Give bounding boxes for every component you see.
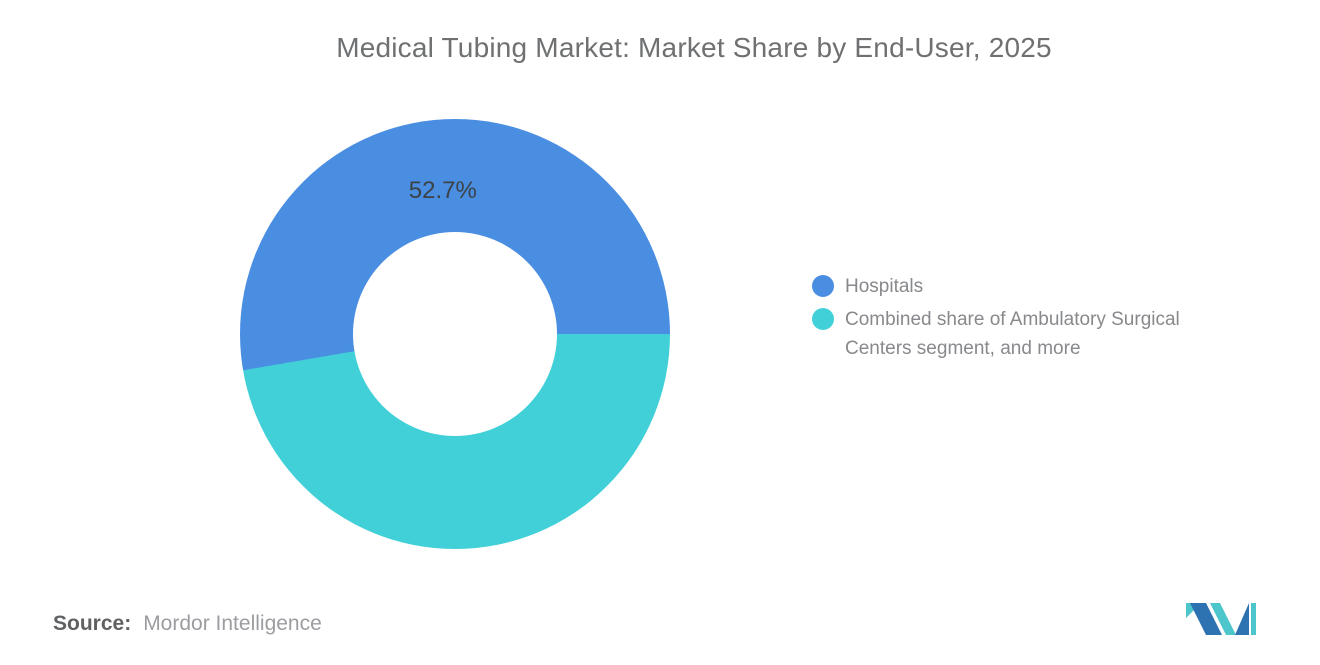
source-line: Source: Mordor Intelligence — [53, 612, 322, 636]
logo-blue-triangle — [1235, 603, 1249, 635]
donut-hole — [353, 232, 557, 436]
legend-item-hospitals[interactable]: Hospitals — [812, 272, 1180, 301]
legend: Hospitals Combined share of Ambulatory S… — [812, 272, 1180, 363]
mordor-intelligence-logo — [1186, 603, 1256, 635]
source-label: Source: — [53, 612, 132, 635]
logo-teal-diagonal-band — [1210, 603, 1236, 635]
legend-item-combined-share[interactable]: Combined share of Ambulatory Surgical Ce… — [812, 305, 1180, 363]
legend-label-hospitals: Hospitals — [845, 276, 924, 297]
legend-marker-combined-share — [812, 308, 834, 330]
donut-chart: 52.7% — [240, 119, 670, 549]
slice-data-label: 52.7% — [408, 176, 477, 204]
logo-teal-bar — [1251, 603, 1256, 635]
logo-blue-diagonal-band — [1190, 603, 1222, 635]
legend-label-combined-share: Combined share of Ambulatory Surgical Ce… — [845, 309, 1180, 359]
legend-marker-hospitals — [812, 275, 834, 297]
chart-title: Medical Tubing Market: Market Share by E… — [336, 32, 1052, 63]
source-value: Mordor Intelligence — [143, 612, 322, 635]
